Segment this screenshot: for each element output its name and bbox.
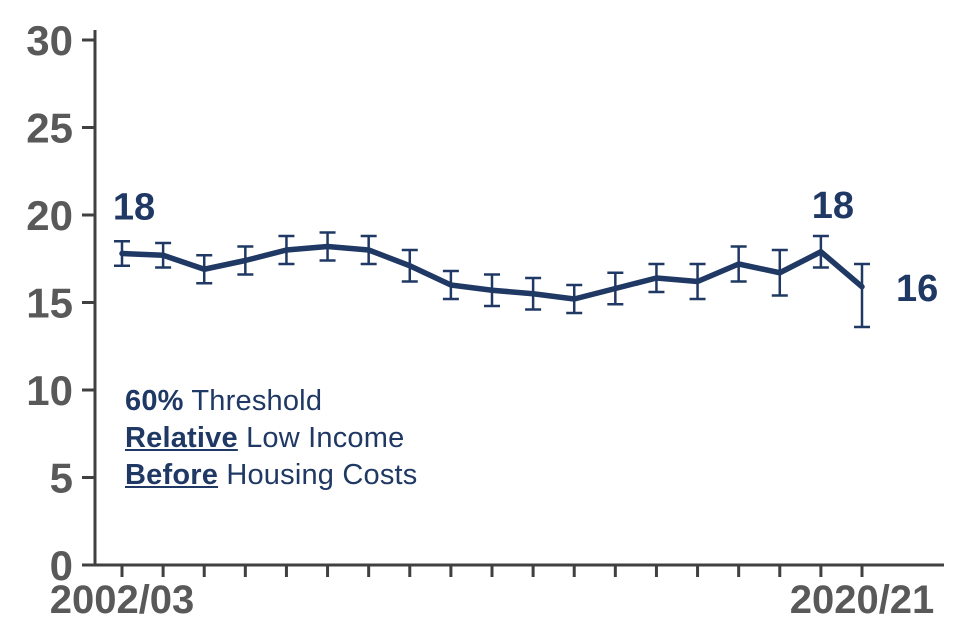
threshold-annotation: 60% Threshold Relative Low Income Before… [125, 383, 418, 494]
x-label-left: 2002/03 [50, 578, 195, 622]
annotation-relative: Relative [125, 422, 238, 454]
y-tick-label: 5 [50, 455, 73, 502]
y-tick-label: 15 [26, 280, 73, 327]
x-label-right: 2020/21 [790, 578, 935, 622]
y-tick-label: 20 [26, 192, 73, 239]
annotation-housing-costs: Housing Costs [218, 459, 418, 491]
annotation-low-income: Low Income [237, 422, 405, 454]
y-tick-label: 30 [26, 17, 73, 64]
series-line [119, 243, 865, 302]
x-axis-labels: 2002/03 2020/21 [50, 578, 935, 622]
y-tick-label: 25 [26, 105, 73, 152]
annotation-line-3: Before Housing Costs [125, 457, 418, 494]
point-label: 18 [812, 185, 854, 227]
annotation-line-1: 60% Threshold [125, 383, 418, 420]
point-label: 18 [113, 187, 155, 229]
point-labels: 18 18 16 [113, 185, 938, 310]
point-label: 16 [896, 268, 938, 310]
annotation-line-2: Relative Low Income [125, 420, 418, 457]
error-bars [114, 231, 870, 329]
y-axis-labels: 0 5 10 15 20 25 30 [26, 17, 73, 589]
annotation-before: Before [125, 459, 219, 491]
y-tick-label: 0 [50, 542, 73, 589]
y-tick-label: 10 [26, 367, 73, 414]
annotation-threshold: Threshold [183, 385, 323, 417]
axes [82, 30, 944, 577]
annotation-60pct: 60% [125, 385, 184, 417]
